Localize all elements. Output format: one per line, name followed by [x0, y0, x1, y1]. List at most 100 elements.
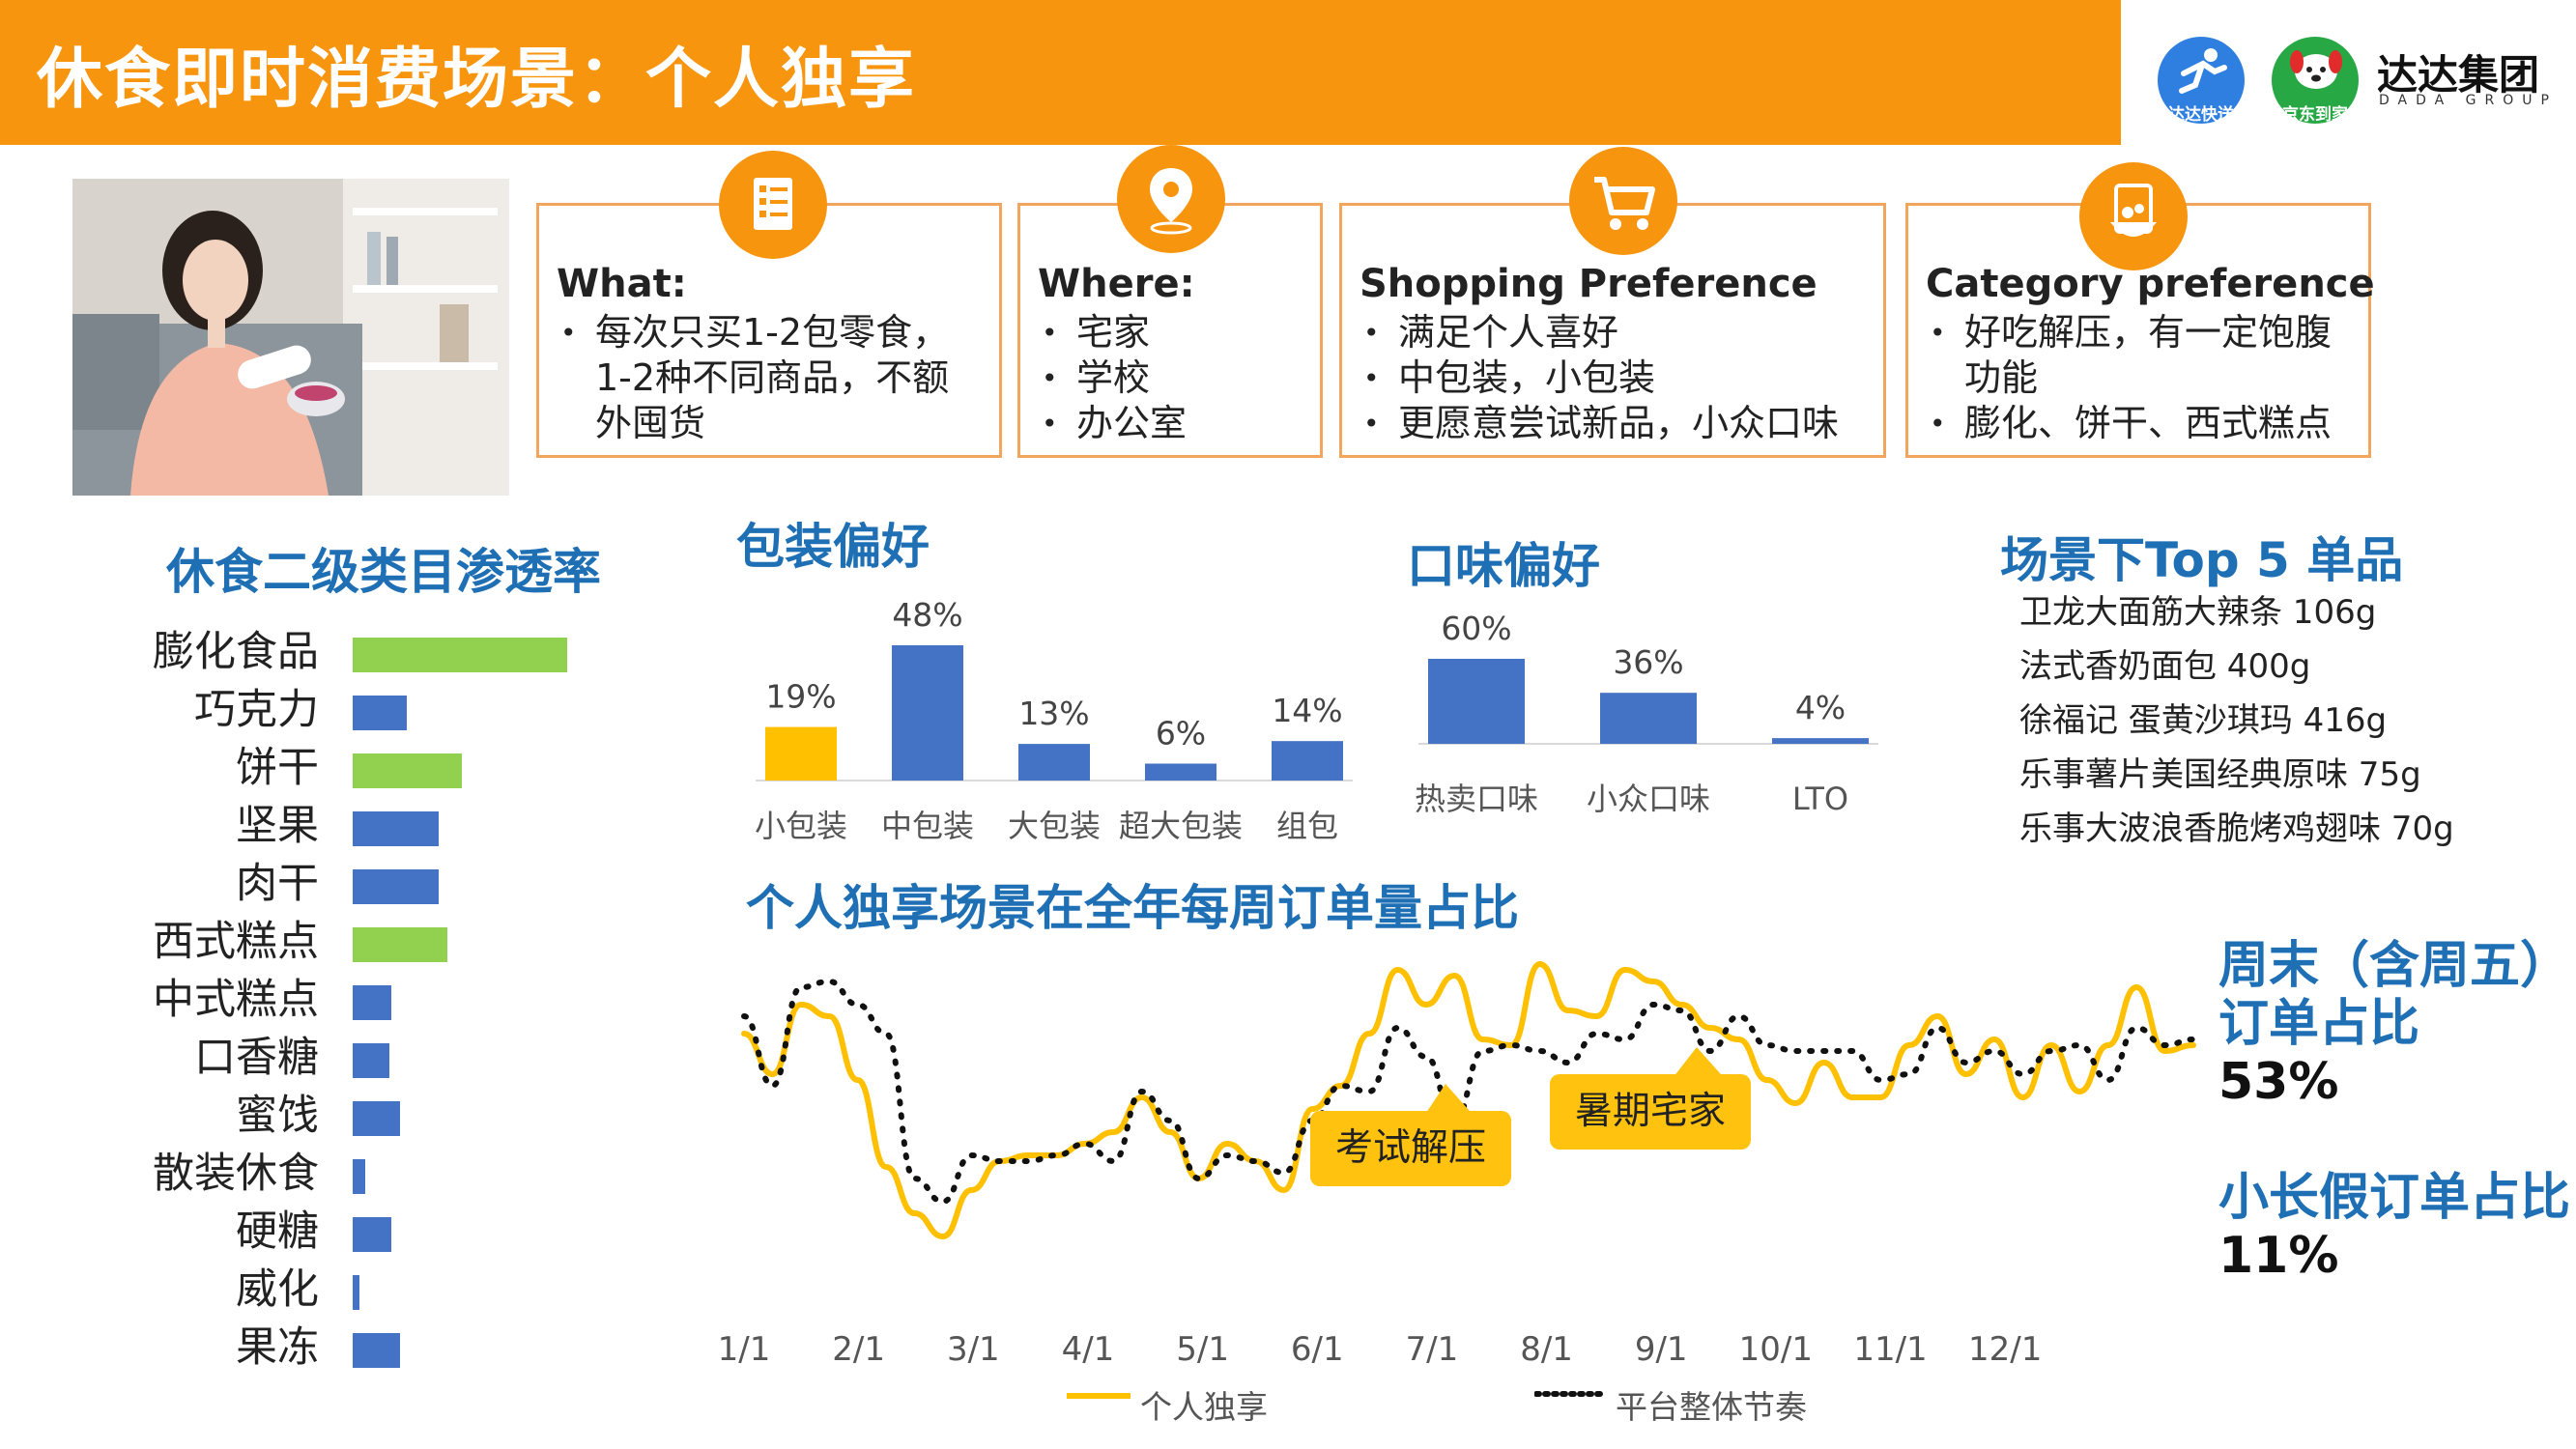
- list-item: 每次只买1-2包零食，1-2种不同商品，不额外囤货: [557, 310, 982, 446]
- stat-holiday-value: 11%: [2218, 1227, 2339, 1285]
- list-item: 更愿意尝试新品，小众口味: [1360, 401, 1872, 446]
- penetration-chart: 膨化食品 巧克力 饼干 坚果 肉干 西式糕点 中式糕点 口香糖 蜜饯 散装休食 硬糖 威化 果冻: [68, 618, 609, 1381]
- list-item: 好吃解压，有一定饱腹功能: [1926, 310, 2351, 401]
- callout-summer-pointer: [1670, 1047, 1728, 1082]
- penetration-label: 巧克力: [194, 686, 319, 734]
- penetration-bar: [353, 1217, 391, 1252]
- bar: [892, 645, 963, 781]
- penetration-bar: [353, 985, 391, 1020]
- penetration-bar: [353, 753, 463, 788]
- bar: [1428, 659, 1525, 744]
- list-item: 膨化、饼干、西式糕点: [1926, 401, 2351, 446]
- list-item: 宅家: [1038, 310, 1308, 355]
- bar: [1600, 693, 1697, 744]
- bar: [1272, 741, 1343, 781]
- card-shopping-list: 满足个人喜好 中包装，小包装 更愿意尝试新品，小众口味: [1360, 310, 1872, 446]
- location-pin-icon: [1117, 145, 1225, 253]
- penetration-label: 蜜饯: [236, 1092, 319, 1140]
- card-where-title: Where:: [1038, 262, 1195, 306]
- header-bar: [0, 0, 2121, 145]
- penetration-label: 硬糖: [236, 1208, 319, 1256]
- x-tick-label: 9/1: [1635, 1330, 1688, 1369]
- data-label: 14%: [1272, 692, 1342, 729]
- document-list-icon: [719, 151, 827, 259]
- category-label: 大包装: [1008, 808, 1101, 844]
- x-tick-label: 8/1: [1520, 1330, 1573, 1369]
- category-label: 热卖口味: [1415, 781, 1538, 817]
- legend-solid-swatch: [1067, 1393, 1131, 1399]
- weekly-title: 个人独享场景在全年每周订单量占比: [746, 880, 1519, 936]
- card-category-title: Category preference: [1926, 262, 2375, 306]
- list-item: 法式香奶面包 400g: [2019, 647, 2311, 686]
- penetration-bar: [353, 696, 407, 730]
- list-item: 徐福记 蛋黄沙琪玛 416g: [2019, 701, 2388, 740]
- flavor-chart: 60% 热卖口味 36% 小众口味 4% LTO: [1415, 610, 1878, 817]
- card-what: What: 每次只买1-2包零食，1-2种不同商品，不额外囤货: [536, 203, 1002, 458]
- x-tick-label: 3/1: [947, 1330, 1000, 1369]
- data-label: 4%: [1795, 689, 1846, 726]
- bar: [765, 726, 837, 781]
- list-item: 乐事大波浪香脆烤鸡翅味 70g: [2019, 810, 2454, 848]
- data-label: 6%: [1156, 715, 1206, 753]
- card-shopping-title: Shopping Preference: [1360, 262, 1818, 306]
- penetration-label: 肉干: [236, 860, 319, 908]
- data-label: 60%: [1441, 610, 1511, 647]
- bar: [1018, 744, 1090, 781]
- category-label: 中包装: [881, 808, 974, 844]
- list-item: 乐事薯片美国经典原味 75g: [2019, 755, 2421, 794]
- penetration-label: 威化: [236, 1265, 319, 1314]
- stat-holiday-title: 小长假订单占比: [2218, 1169, 2571, 1227]
- x-tick-label: 2/1: [832, 1330, 885, 1369]
- dog-mascot-icon: [2290, 50, 2342, 89]
- list-item: 满足个人喜好: [1360, 310, 1872, 355]
- card-what-title: What:: [557, 262, 687, 306]
- penetration-bar: [353, 1043, 389, 1078]
- category-label: 组包: [1276, 808, 1338, 844]
- stat-weekend-title-line2: 订单占比: [2218, 995, 2420, 1053]
- runner-icon: [2179, 48, 2227, 94]
- bar: [1772, 738, 1869, 744]
- category-label: LTO: [1792, 781, 1848, 817]
- penetration-label: 中式糕点: [153, 976, 319, 1024]
- card-what-list: 每次只买1-2包零食，1-2种不同商品，不额外囤货: [557, 310, 982, 446]
- penetration-label: 饼干: [236, 744, 319, 792]
- top5-list: 卫龙大面筋大辣条 106g 法式香奶面包 400g 徐福记 蛋黄沙琪玛 416g…: [2019, 585, 2561, 856]
- x-tick-label: 6/1: [1291, 1330, 1344, 1369]
- shopping-cart-icon: [1569, 147, 1677, 255]
- list-item: 办公室: [1038, 401, 1308, 446]
- weekly-line-chart: 1/1 2/1 3/1 4/1 5/1 6/1 7/1 8/1 9/1 10/1 11/1 12/1: [718, 960, 2196, 1369]
- category-label: 超大包装: [1119, 808, 1243, 844]
- data-label: 48%: [892, 596, 962, 634]
- card-where-list: 宅家 学校 办公室: [1038, 310, 1308, 446]
- packaging-chart: 19% 小包装 48% 中包装 13% 大包装 6% 超大包装 14% 组包: [755, 596, 1353, 844]
- page-title: 休食即时消费场景：个人独享: [37, 42, 917, 118]
- dada-group-name: 达达集团: [2377, 51, 2540, 99]
- woman-snacking-photo: [72, 179, 509, 496]
- top5-title: 场景下Top 5 单品: [2000, 532, 2404, 588]
- penetration-label: 果冻: [236, 1323, 319, 1372]
- stat-weekend-value: 53%: [2218, 1053, 2339, 1111]
- x-tick-label: 1/1: [718, 1330, 771, 1369]
- penetration-title: 休食二级类目渗透率: [166, 544, 601, 600]
- x-tick-label: 10/1: [1739, 1330, 1813, 1369]
- penetration-label: 散装休食: [153, 1150, 319, 1198]
- list-item: 卫龙大面筋大辣条 106g: [2019, 593, 2377, 632]
- bar: [1145, 763, 1216, 781]
- data-label: 19%: [765, 678, 836, 716]
- x-tick-label: 11/1: [1853, 1330, 1927, 1369]
- category-label: 小包装: [755, 808, 847, 844]
- penetration-label: 坚果: [236, 802, 319, 850]
- x-tick-label: 5/1: [1176, 1330, 1229, 1369]
- penetration-label: 膨化食品: [153, 628, 319, 676]
- penetration-label: 口香糖: [194, 1034, 319, 1082]
- series-line-personal: [741, 960, 2196, 1240]
- penetration-bar: [353, 927, 447, 962]
- x-tick-label: 4/1: [1062, 1330, 1115, 1369]
- callout-exam-stress: 考试解压: [1310, 1111, 1511, 1186]
- legend-label-personal: 个人独享: [1140, 1388, 1268, 1426]
- dada-logo-caption: 达达快送: [2168, 105, 2234, 125]
- data-label: 13%: [1018, 695, 1089, 732]
- penetration-bar: [353, 638, 567, 672]
- packaging-title: 包装偏好: [736, 519, 930, 575]
- penetration-bar: [353, 811, 439, 846]
